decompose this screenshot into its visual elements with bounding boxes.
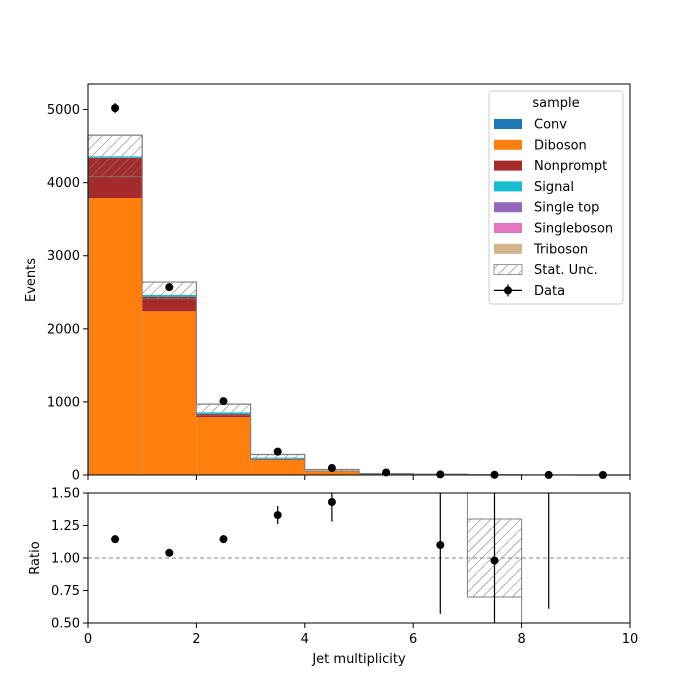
ratio-ytick-label: 0.50 [51,617,80,632]
legend-frame [488,90,624,305]
main-ytick-label: 2000 [47,322,80,337]
bar-diboson-bin-3 [250,459,305,475]
main-y-ticks: 0 1000 2000 3000 4000 5000 [47,103,88,484]
main-ytick-label: 3000 [47,249,80,264]
data-point-6 [436,470,445,479]
ratio-xtick-label: 10 [622,632,639,647]
legend-label-data: Data [534,284,565,299]
legend-title: sample [532,96,579,111]
ratio-y-axis-label: Ratio [28,541,43,574]
ratio-ytick-label: 0.75 [51,584,80,599]
x-axis-label: Jet multiplicity [311,652,406,667]
ratio-ytick-label: 1.50 [51,487,80,502]
ratio-point-5 [436,541,445,549]
main-ytick-label: 0 [72,469,80,484]
legend-entries: Conv Diboson Nonprompt Signal Single top Sing… [493,118,613,299]
ratio-point-4 [327,498,336,507]
legend-swatch-diboson [494,139,522,150]
legend-swatch-stat-unc [493,264,523,276]
legend-swatch-nonprompt [494,160,522,171]
ratio-ytick-label: 1.00 [51,552,80,567]
data-point-2 [219,397,228,406]
ratio-xtick-label: 0 [84,632,92,647]
bar-nonprompt-bin-1 [142,296,197,312]
bar-diboson-bin-0 [88,198,143,475]
stat-unc-bin-0 [87,134,143,178]
bar-diboson-bin-2 [196,417,251,475]
ratio-xtick-label: 8 [517,632,525,647]
ratio-xtick-label: 2 [192,632,200,647]
bar-nonprompt-bin-2 [196,413,251,418]
data-point-1 [165,283,174,292]
legend-label-singleboson: Singleboson [534,222,613,237]
ratio-xtick-label: 4 [301,632,309,647]
ratio-y-ticks: 0.50 0.75 1.00 1.25 1.50 [51,487,88,632]
main-x-ticks [87,475,631,480]
data-points [111,103,607,479]
legend-swatch-conv [494,119,522,129]
legend-label-triboson: Triboson [533,242,588,257]
ratio-point-1 [165,548,174,557]
main-panel: 0 1000 2000 3000 4000 5000 Events [24,83,631,484]
ratio-points [111,493,550,623]
ratio-point-0 [111,535,120,544]
legend-swatch-triboson [494,243,522,254]
ratio-point-2 [219,535,228,544]
ratio-x-ticks: 0 2 4 6 8 10 [84,623,638,647]
bar-diboson-bin-4 [304,471,359,475]
legend-label-stat-unc: Stat. Unc. [534,263,598,278]
ratio-panel: 0.50 0.75 1.00 1.25 1.50 0 2 4 6 8 10 Ratio Jet m… [28,487,638,668]
ratio-point-3 [273,511,282,520]
main-ytick-label: 5000 [47,103,80,118]
legend-label-single-top: Single top [534,201,599,216]
bar-diboson-bin-1 [142,311,197,475]
legend-swatch-signal [494,181,522,192]
legend-swatch-singleboson [494,223,522,233]
stat-unc-bin-2 [195,403,251,416]
legend-label-nonprompt: Nonprompt [534,159,607,174]
main-ytick-label: 1000 [47,395,80,410]
legend-label-diboson: Diboson [534,138,587,153]
legend: sample Conv Diboson Nonprompt Signal Single … [488,90,624,305]
data-point-0 [111,104,120,113]
ratio-point-6 [490,556,499,565]
ratio-xtick-label: 6 [409,632,417,647]
ratio-ytick-label: 1.25 [51,519,80,534]
legend-label-conv: Conv [534,118,567,133]
main-ytick-label: 4000 [47,176,80,191]
legend-marker-data [504,286,512,295]
data-point-4 [327,464,336,473]
main-axes-frame [87,83,631,476]
data-point-5 [382,468,391,477]
main-y-axis-label: Events [24,258,39,302]
data-point-3 [273,447,282,456]
legend-swatch-single-top [494,202,522,213]
legend-label-signal: Signal [534,180,574,195]
